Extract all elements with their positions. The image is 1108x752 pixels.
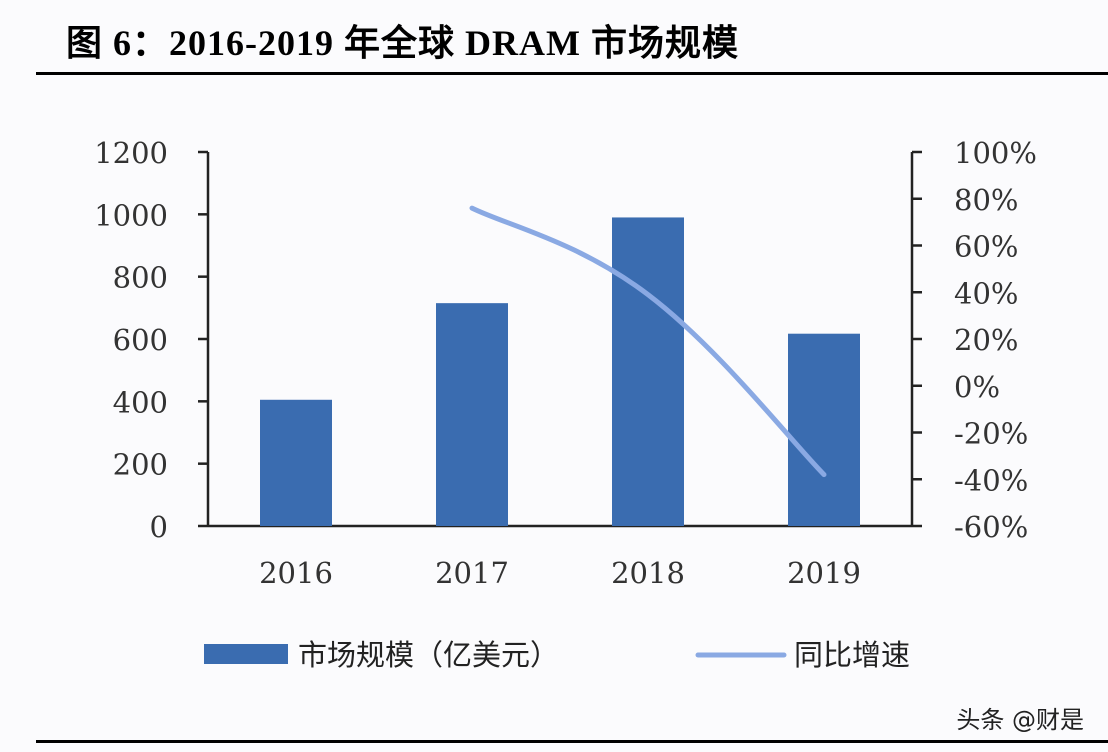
title-rule xyxy=(36,72,1108,75)
legend-line-label: 同比增速 xyxy=(794,638,910,672)
x-tick-label: 2017 xyxy=(435,556,509,590)
legend-bar-label: 市场规模（亿美元） xyxy=(298,638,559,672)
legend-bar-swatch xyxy=(204,644,288,664)
right-tick-label: 100% xyxy=(954,136,1037,170)
left-tick-label: 200 xyxy=(113,448,168,482)
bar-2016 xyxy=(260,399,332,526)
right-tick-label: 80% xyxy=(954,183,1018,217)
tick-labels: 0 200 400 600 800 1000 1200 -60% -40% -20% 0% 20% 40… xyxy=(94,136,1037,590)
left-tick-label: 0 xyxy=(150,510,168,544)
figure-title: 图 6：2016-2019 年全球 DRAM 市场规模 xyxy=(66,23,739,63)
bars xyxy=(260,217,860,526)
bar-2019 xyxy=(788,333,860,526)
right-tick-label: -60% xyxy=(954,510,1028,544)
x-tick-label: 2019 xyxy=(787,556,861,590)
bar-2017 xyxy=(436,303,508,526)
right-tick-label: -20% xyxy=(954,417,1028,451)
right-tick-label: 0% xyxy=(954,370,1000,404)
legend: 市场规模（亿美元） 同比增速 xyxy=(204,638,910,672)
left-tick-label: 1000 xyxy=(94,198,168,232)
left-tick-label: 600 xyxy=(113,323,168,357)
right-tick-label: 40% xyxy=(954,276,1018,310)
bar-2018 xyxy=(612,217,684,526)
left-tick-label: 400 xyxy=(113,385,168,419)
left-tick-label: 800 xyxy=(113,261,168,295)
growth-line-path xyxy=(469,205,827,478)
x-tick-label: 2016 xyxy=(259,556,333,590)
bottom-rule xyxy=(36,740,1108,743)
watermark: 头条 @财是 xyxy=(956,706,1084,734)
growth-line xyxy=(469,205,827,478)
right-tick-label: 20% xyxy=(954,323,1018,357)
left-tick-label: 1200 xyxy=(94,136,168,170)
right-tick-label: -40% xyxy=(954,463,1028,497)
x-tick-label: 2018 xyxy=(611,556,685,590)
right-tick-label: 60% xyxy=(954,230,1018,264)
